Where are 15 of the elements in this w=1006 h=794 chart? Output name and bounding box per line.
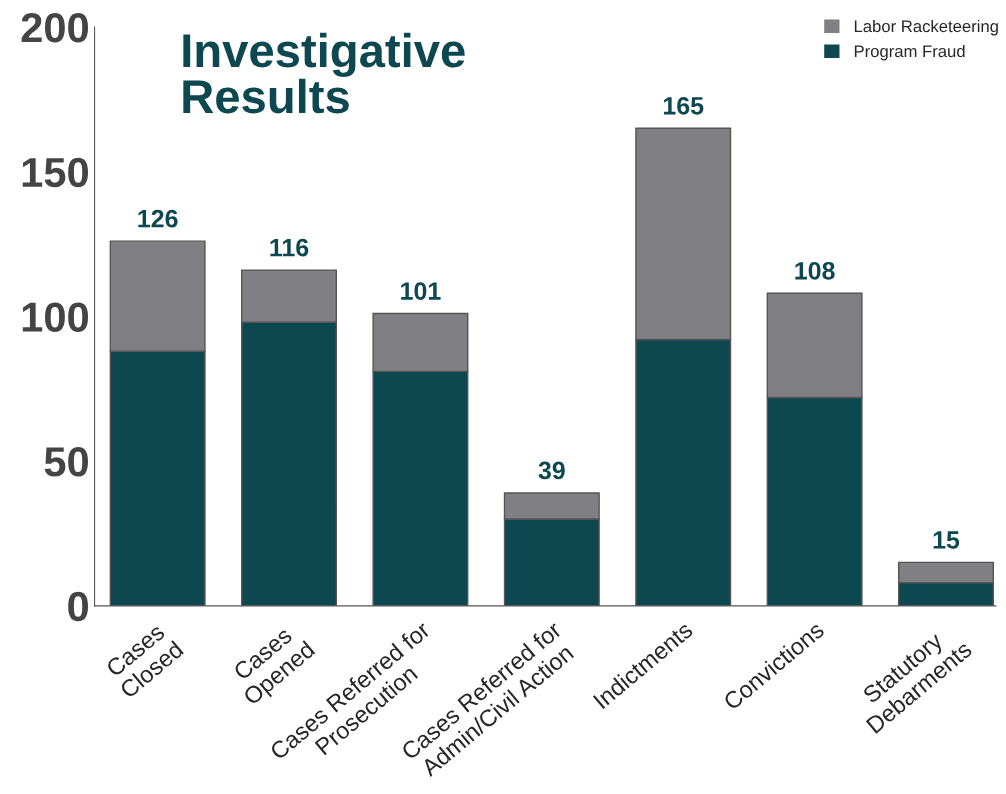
y-tick-label: 200 xyxy=(21,13,88,43)
total-label: 108 xyxy=(795,261,835,280)
total-label: 165 xyxy=(663,96,704,115)
chart-title: Investigative Results xyxy=(183,32,465,114)
total-label: 101 xyxy=(401,282,441,300)
total-label: 15 xyxy=(933,531,960,549)
legend-label: Labor Racketeering xyxy=(854,19,998,36)
y-tick-label: 150 xyxy=(22,157,88,188)
y-tick-label: 50 xyxy=(44,447,88,477)
total-label: 39 xyxy=(538,461,565,480)
total-label: 116 xyxy=(270,238,309,257)
legend-label: Program Fraud xyxy=(854,44,965,61)
y-tick-label: 0 xyxy=(68,591,88,622)
total-label: 126 xyxy=(138,209,178,228)
y-tick-label: 100 xyxy=(22,302,88,332)
